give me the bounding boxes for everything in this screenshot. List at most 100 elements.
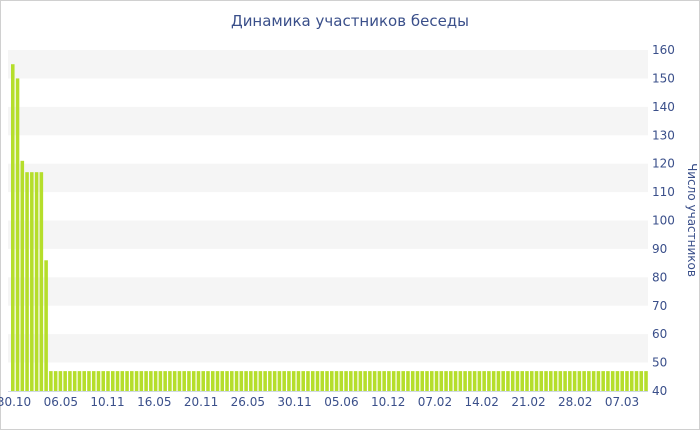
bar	[534, 371, 539, 391]
bar	[272, 371, 277, 391]
y-axis-ticks: 40 50 60 70 80 90 100 110 120 130 140 150 160	[652, 43, 675, 398]
bar	[453, 371, 458, 391]
x-tick-label: 16.05	[137, 395, 171, 409]
bar	[558, 371, 563, 391]
bar	[501, 371, 505, 391]
x-tick-label: 06.05	[44, 395, 78, 409]
bar	[468, 371, 472, 391]
bar	[144, 371, 148, 391]
bar	[577, 371, 582, 391]
bar	[372, 371, 377, 391]
bar	[510, 371, 515, 391]
grid-band	[8, 220, 648, 249]
grid-band	[8, 334, 648, 363]
bar	[177, 371, 182, 391]
bar	[482, 371, 486, 391]
bar	[96, 371, 101, 391]
bar	[629, 371, 634, 391]
bar	[234, 371, 239, 391]
bar	[25, 172, 29, 391]
bar	[358, 371, 363, 391]
bar	[68, 371, 72, 391]
y-tick-label: 70	[652, 299, 667, 313]
bar	[263, 371, 267, 391]
bar	[491, 371, 496, 391]
bar	[91, 371, 96, 391]
bar	[463, 371, 467, 391]
x-tick-label: 30.10	[0, 395, 31, 409]
bar	[72, 371, 77, 391]
bar	[434, 371, 439, 391]
bar	[201, 371, 206, 391]
bar	[149, 371, 153, 391]
bar	[282, 371, 286, 391]
bar	[191, 371, 196, 391]
bar	[172, 371, 177, 391]
bar	[153, 371, 158, 391]
bar	[330, 371, 334, 391]
x-tick-label: 28.02	[558, 395, 592, 409]
bar	[515, 371, 520, 391]
y-tick-label: 90	[652, 242, 667, 256]
bar	[130, 371, 134, 391]
bar	[572, 371, 577, 391]
grid-band	[8, 163, 648, 193]
bar	[520, 371, 525, 391]
bar	[439, 371, 444, 391]
bar	[606, 371, 610, 391]
y-tick-label: 150	[652, 71, 675, 85]
bar	[11, 64, 15, 392]
bar	[187, 371, 191, 391]
bar	[77, 371, 82, 391]
bar	[196, 371, 201, 391]
x-tick-label: 21.02	[511, 395, 545, 409]
x-tick-label: 30.11	[277, 395, 311, 409]
bars	[8, 64, 648, 392]
bar	[582, 371, 586, 391]
bar	[49, 371, 53, 391]
bar	[258, 371, 263, 391]
bar	[20, 160, 25, 391]
grid-band	[8, 106, 648, 136]
bar	[496, 371, 501, 391]
bar	[206, 371, 210, 391]
x-tick-label: 05.06	[324, 395, 358, 409]
y-tick-label: 60	[652, 327, 667, 341]
y-tick-label: 40	[652, 384, 667, 398]
bar	[115, 371, 120, 391]
bar	[449, 371, 453, 391]
bar	[472, 371, 477, 391]
bar	[110, 371, 115, 391]
bar	[529, 371, 534, 391]
bar	[82, 371, 86, 391]
bar	[225, 371, 229, 391]
bar	[601, 371, 605, 391]
bar	[487, 371, 491, 391]
y-tick-label: 160	[652, 43, 675, 57]
bar	[339, 371, 344, 391]
x-tick-label: 14.02	[465, 395, 499, 409]
bar	[15, 78, 20, 392]
bar	[230, 371, 234, 391]
bar	[63, 371, 67, 391]
grid-band	[8, 50, 648, 79]
bar	[182, 371, 186, 391]
bar	[568, 371, 572, 391]
bar	[30, 172, 34, 391]
bar	[444, 371, 448, 391]
bar	[625, 371, 629, 391]
bar	[168, 371, 172, 391]
bar	[396, 371, 401, 391]
bar	[363, 371, 367, 391]
bar	[544, 371, 548, 391]
bar	[58, 371, 63, 391]
bar	[596, 371, 601, 391]
bar	[639, 371, 644, 391]
bar	[506, 371, 510, 391]
bar	[249, 371, 253, 391]
bar	[644, 371, 648, 391]
bar	[391, 371, 396, 391]
bar	[287, 371, 291, 391]
bar	[420, 371, 425, 391]
y-tick-label: 50	[652, 356, 667, 370]
